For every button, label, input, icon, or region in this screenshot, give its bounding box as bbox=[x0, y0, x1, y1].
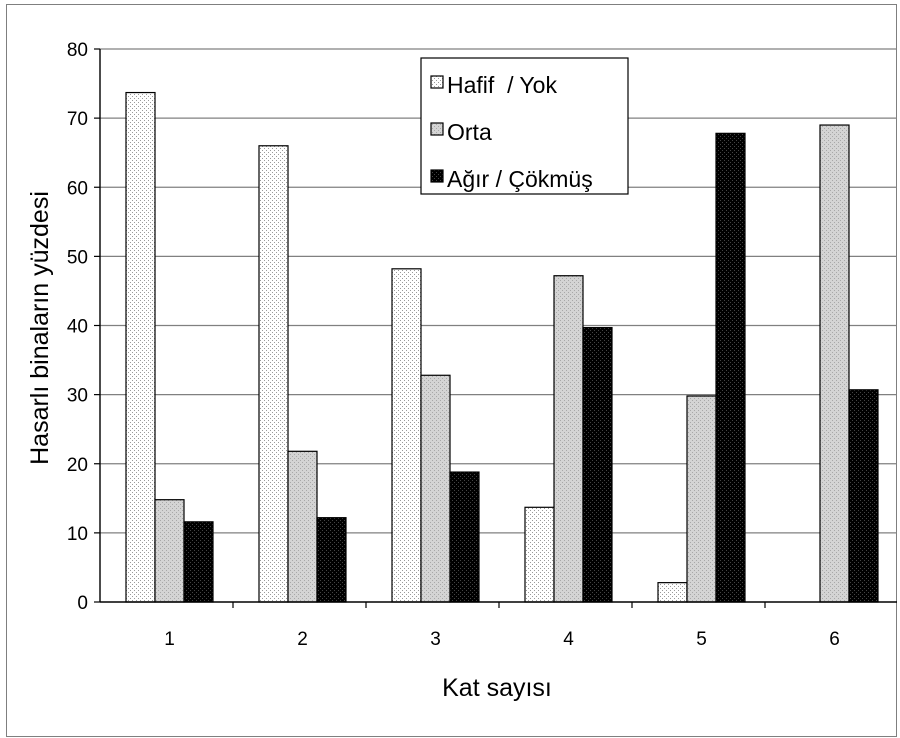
x-tick-label: 2 bbox=[297, 629, 308, 650]
bar-2-5 bbox=[686, 395, 717, 603]
y-tick-label: 50 bbox=[67, 247, 88, 268]
y-axis-title: Hasarlı binaların yüzdesi bbox=[26, 191, 54, 465]
bar-3-1 bbox=[183, 521, 214, 603]
axes bbox=[94, 48, 897, 608]
y-tick-label: 80 bbox=[67, 40, 88, 61]
bar-1-4 bbox=[524, 506, 555, 603]
legend: Hafif / Yok Orta Ağır / Çökmüş bbox=[420, 57, 629, 195]
legend-label: Orta bbox=[447, 119, 492, 145]
legend-label: Ağır / Çökmüş bbox=[447, 166, 593, 192]
y-tick-label: 30 bbox=[67, 386, 88, 407]
bar-1-1 bbox=[125, 91, 156, 603]
legend-swatch bbox=[430, 75, 444, 89]
legend-swatch bbox=[430, 122, 444, 136]
y-tick-label: 40 bbox=[67, 317, 88, 338]
bar-3-4 bbox=[582, 326, 613, 603]
x-tick-label: 5 bbox=[696, 629, 707, 650]
bar-2-2 bbox=[287, 450, 318, 603]
y-tick-label: 10 bbox=[67, 524, 88, 545]
bar-1-5 bbox=[657, 582, 688, 603]
y-tick-label: 60 bbox=[67, 178, 88, 199]
legend-label: Hafif / Yok bbox=[447, 72, 557, 98]
x-tick-label: 6 bbox=[829, 629, 840, 650]
x-tick-label: 1 bbox=[164, 629, 175, 650]
bar-1-2 bbox=[258, 145, 289, 603]
tick-labels: 0 10 20 30 40 50 60 70 80 1 2 3 4 5 6 bbox=[67, 40, 840, 650]
bar-3-5 bbox=[715, 132, 746, 603]
legend-box bbox=[420, 57, 629, 195]
bar-2-6 bbox=[819, 124, 850, 603]
bar-1-3 bbox=[391, 268, 422, 603]
bars bbox=[125, 91, 879, 603]
x-tick-label: 3 bbox=[430, 629, 441, 650]
y-tick-label: 70 bbox=[67, 109, 88, 130]
y-tick-label: 0 bbox=[77, 593, 88, 614]
bar-3-6 bbox=[848, 389, 879, 603]
bar-3-3 bbox=[449, 471, 480, 603]
bar-2-4 bbox=[553, 275, 584, 603]
bar-2-1 bbox=[154, 499, 185, 603]
bar-2-3 bbox=[420, 374, 451, 603]
legend-swatch bbox=[430, 169, 444, 183]
bar-3-2 bbox=[316, 517, 347, 603]
x-axis-title: Kat sayısı bbox=[442, 674, 552, 702]
y-tick-label: 20 bbox=[67, 455, 88, 476]
x-tick-label: 4 bbox=[563, 629, 574, 650]
